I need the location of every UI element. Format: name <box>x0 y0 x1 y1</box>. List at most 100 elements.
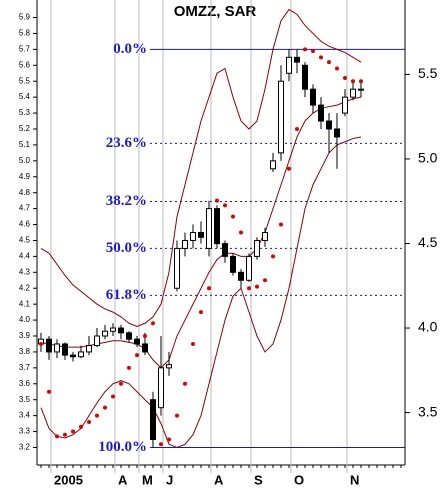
candle-body <box>150 399 156 441</box>
x-tick-label: J <box>166 472 173 487</box>
fib-label: 0.0% <box>113 41 147 57</box>
candle-body <box>118 327 124 334</box>
candle-body <box>86 345 92 353</box>
y2-tick-label: 4.0 <box>418 319 438 335</box>
candle-body <box>134 338 140 345</box>
sar-dot <box>127 365 131 370</box>
candle-body <box>262 232 268 241</box>
candle-body <box>126 332 132 340</box>
x-tick-label: 2005 <box>54 472 83 487</box>
sar-dot <box>79 424 83 429</box>
candle-body <box>70 354 76 358</box>
candle-body <box>142 343 148 353</box>
candle-body <box>206 208 212 249</box>
candle-body <box>358 88 364 91</box>
candle-body <box>302 64 308 90</box>
y-tick-label: 4.0 <box>19 315 31 324</box>
fib-label: 61.8% <box>106 287 147 303</box>
y-tick-label: 3.4 <box>19 411 31 420</box>
sar-dot <box>71 429 75 434</box>
sar-dot <box>151 321 155 326</box>
fib-label: 38.2% <box>106 193 147 209</box>
band-upper <box>40 8 362 327</box>
y-tick-label: 4.1 <box>19 299 31 308</box>
y-tick-label: 3.2 <box>19 443 31 452</box>
y-tick-label: 4.7 <box>19 204 31 213</box>
sar-dot <box>231 214 235 219</box>
y-tick-label: 5.1 <box>19 140 31 149</box>
sar-dot <box>351 79 355 84</box>
sar-dot <box>359 79 363 84</box>
sar-dot <box>199 310 203 315</box>
sar-dot <box>287 166 291 171</box>
y-tick-label: 3.8 <box>19 347 31 356</box>
candle-body <box>286 56 292 74</box>
y-tick-label: 4.3 <box>19 267 31 276</box>
y2-tick-label: 4.5 <box>418 234 438 250</box>
candle-body <box>46 338 52 353</box>
sar-dot <box>295 126 299 131</box>
candle-body <box>102 330 108 337</box>
y-tick-label: 3.6 <box>19 379 31 388</box>
y-tick-label: 5.0 <box>19 156 31 165</box>
sar-dot <box>215 198 219 203</box>
candle-body <box>222 243 228 257</box>
sar-dot <box>95 413 99 418</box>
y-tick-label: 4.8 <box>19 188 31 197</box>
fib-label: 50.0% <box>106 240 147 256</box>
candle-body <box>294 56 300 63</box>
sar-dot <box>207 286 211 291</box>
sar-dot <box>303 47 307 52</box>
y-tick-label: 3.7 <box>19 363 31 372</box>
sar-dot <box>39 341 43 346</box>
chart-title: OMZZ, SAR <box>174 3 257 20</box>
candle-body <box>326 120 332 130</box>
sar-dot <box>47 389 51 394</box>
y2-tick-label: 5.5 <box>418 65 438 81</box>
sar-dot <box>119 381 123 386</box>
candle-body <box>246 255 252 281</box>
sar-dot <box>263 278 267 283</box>
band-lower <box>40 136 362 449</box>
y-tick-label: 4.9 <box>19 172 31 181</box>
candle-body <box>270 160 276 170</box>
y2-tick-label: 5.0 <box>418 150 438 166</box>
y-tick-label: 5.7 <box>19 44 31 53</box>
sar-dot <box>159 442 163 447</box>
x-tick-label: N <box>350 472 359 487</box>
sar-dot <box>239 230 243 235</box>
x-tick-label: A <box>214 472 224 487</box>
candle-body <box>174 247 180 289</box>
x-tick-label: A <box>118 472 128 487</box>
y-tick-label: 4.4 <box>19 251 31 260</box>
sar-dot <box>223 203 227 208</box>
candle-body <box>318 104 324 122</box>
x-tick-label: M <box>142 472 153 487</box>
candle-body <box>78 351 84 358</box>
candle-body <box>310 88 316 106</box>
x-tick-label: S <box>254 472 263 487</box>
sar-dot <box>167 437 171 442</box>
sar-dot <box>327 60 331 65</box>
y-tick-label: 5.4 <box>19 92 31 101</box>
candle-body <box>182 239 188 249</box>
sar-dot <box>191 341 195 346</box>
y-tick-label: 4.6 <box>19 220 31 229</box>
sar-dot <box>255 284 259 289</box>
x-tick-label: O <box>294 472 304 487</box>
candle-body <box>62 343 68 356</box>
sar-dot <box>271 254 275 259</box>
y-tick-label: 5.2 <box>19 124 31 133</box>
candle-body <box>230 255 236 273</box>
candle-body <box>158 367 164 409</box>
candle-body <box>342 96 348 114</box>
candle-body <box>94 335 100 347</box>
y2-tick-label: 3.5 <box>418 403 438 419</box>
sar-dot <box>311 48 315 53</box>
sar-dot <box>143 334 147 339</box>
sar-dot <box>135 353 139 358</box>
sar-dot <box>319 55 323 60</box>
y-tick-label: 4.5 <box>19 236 31 245</box>
sar-dot <box>183 381 187 386</box>
